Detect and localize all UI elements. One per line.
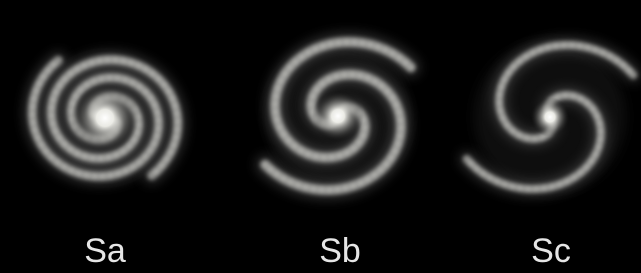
galaxies — [32, 41, 633, 193]
page: Sa Sb Sc (() => { const data = JSON.pars… — [0, 0, 641, 273]
galaxy-core — [312, 90, 364, 142]
galaxy-label: Sa — [84, 232, 126, 270]
galaxy-label: Sc — [531, 232, 571, 270]
galaxy — [32, 56, 177, 181]
galaxy-label: Sb — [319, 232, 361, 270]
galaxy-core — [71, 84, 139, 152]
galaxy-core — [530, 97, 570, 137]
galaxy-scene: Sa Sb Sc — [0, 0, 641, 273]
